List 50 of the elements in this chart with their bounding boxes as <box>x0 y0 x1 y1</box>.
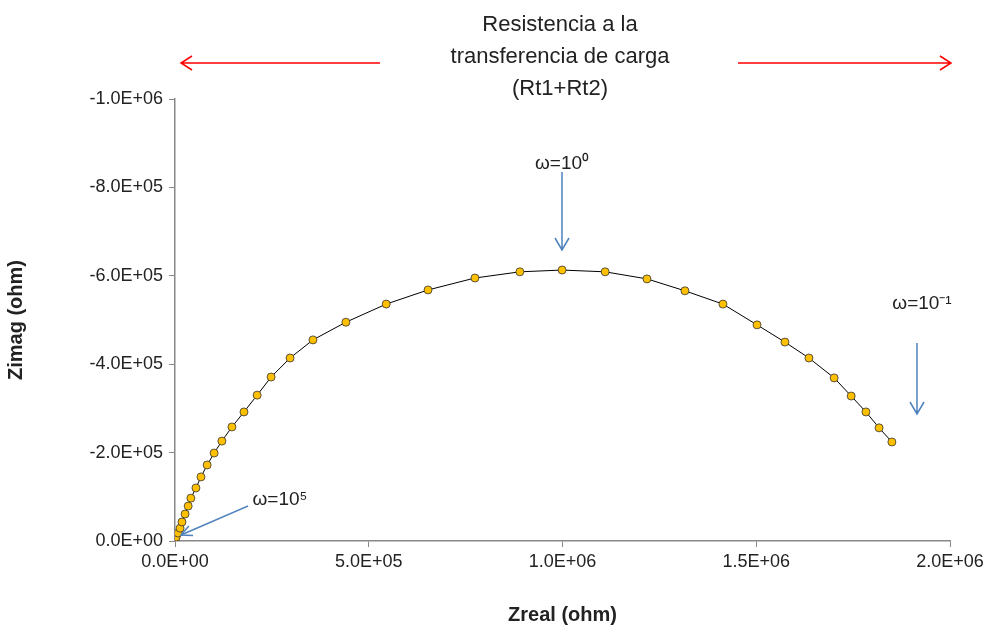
y-tick-label: 0.0E+00 <box>95 529 163 550</box>
point <box>752 320 762 330</box>
point <box>680 286 690 296</box>
y-tick-label: -1.0E+06 <box>89 87 163 108</box>
point <box>209 448 219 458</box>
point <box>829 373 839 383</box>
point <box>227 422 237 432</box>
point <box>239 407 249 417</box>
point <box>341 317 351 327</box>
point <box>186 493 196 503</box>
y-axis-title: Zimag (ohm) <box>3 260 26 380</box>
point <box>252 390 262 400</box>
point <box>600 267 610 277</box>
point <box>202 460 212 470</box>
x-tick-label: 1.0E+06 <box>528 550 597 571</box>
point <box>780 337 790 347</box>
point <box>183 501 193 511</box>
point <box>861 407 871 417</box>
point <box>285 353 295 363</box>
point <box>381 299 391 309</box>
point <box>804 353 814 363</box>
point <box>191 483 201 493</box>
y-tick-label: -8.0E+05 <box>89 176 163 197</box>
x-tick-label: 5.0E+05 <box>334 550 403 571</box>
point <box>874 423 884 433</box>
annotation: ω=10⁵ <box>252 487 308 509</box>
x-axis-title: Zreal (ohm) <box>508 602 617 625</box>
point <box>470 273 480 283</box>
point <box>308 335 318 345</box>
y-tick-label: -2.0E+05 <box>89 441 163 462</box>
x-tick-label: 0.0E+00 <box>141 550 209 571</box>
point <box>423 285 433 295</box>
annotation: ω=10⁰ <box>534 151 590 173</box>
point <box>196 472 206 482</box>
point <box>846 391 856 401</box>
point <box>266 372 276 382</box>
point <box>718 299 728 309</box>
y-tick-label: -6.0E+05 <box>89 264 163 285</box>
x-tick-label: 1.5E+06 <box>722 550 791 571</box>
point <box>177 517 187 527</box>
x-tick-label: 2.0E+06 <box>916 550 984 571</box>
point <box>887 437 897 447</box>
point <box>217 436 227 446</box>
chart-title: Resistencia a la transferencia de carga (Rt1+Rt2) <box>449 10 671 102</box>
point <box>515 267 525 277</box>
point <box>557 265 567 275</box>
point <box>180 509 190 519</box>
point <box>642 274 652 284</box>
y-tick-label: -4.0E+05 <box>89 353 163 374</box>
annotation: ω=10⁻¹ <box>892 291 952 313</box>
